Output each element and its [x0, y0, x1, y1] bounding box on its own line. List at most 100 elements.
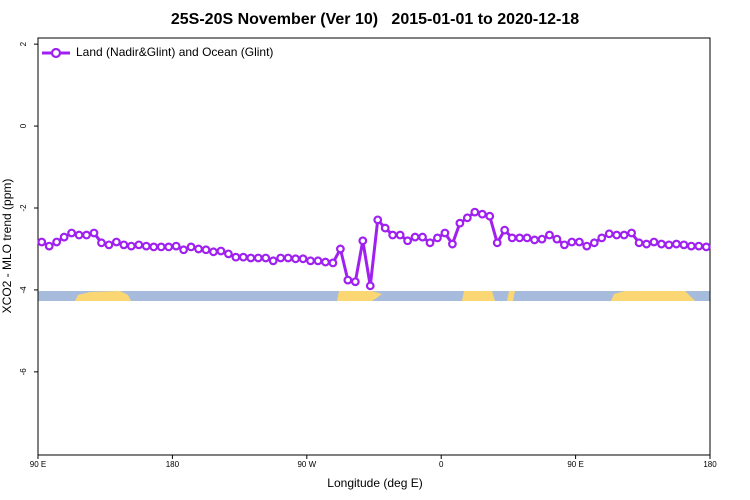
- point: [171, 241, 181, 251]
- x-tick-label: 0: [439, 460, 444, 469]
- point: [433, 233, 442, 243]
- point: [574, 237, 584, 247]
- point: [298, 254, 308, 264]
- point: [582, 241, 592, 251]
- point: [134, 240, 144, 250]
- y-tick-label: 0: [19, 123, 28, 128]
- point: [74, 230, 84, 240]
- point: [231, 252, 241, 262]
- point: [604, 229, 614, 239]
- x-tick-label: 180: [166, 460, 180, 469]
- point: [223, 249, 233, 259]
- point: [395, 230, 405, 240]
- point: [694, 241, 704, 251]
- point: [164, 242, 174, 252]
- point: [268, 256, 278, 266]
- point: [448, 239, 457, 249]
- series: [37, 207, 711, 291]
- point: [649, 237, 659, 247]
- point: [246, 253, 256, 263]
- point: [97, 238, 106, 248]
- point: [589, 238, 599, 248]
- point: [672, 239, 681, 249]
- land: [462, 291, 495, 301]
- x-axis-label: Longitude (deg E): [327, 476, 422, 490]
- point: [336, 244, 345, 254]
- y-tick-label: -6: [19, 368, 28, 376]
- point: [313, 256, 323, 266]
- point: [89, 228, 99, 238]
- point: [238, 252, 248, 262]
- point: [522, 233, 532, 243]
- point: [82, 230, 91, 240]
- point: [679, 240, 689, 250]
- point: [283, 253, 293, 263]
- point: [462, 213, 472, 223]
- point: [179, 245, 189, 255]
- point: [119, 240, 129, 250]
- line: [41, 210, 707, 287]
- x-tick-label: 90 E: [30, 460, 46, 469]
- point: [141, 241, 151, 251]
- point: [156, 242, 166, 252]
- point: [350, 277, 360, 287]
- point: [492, 238, 502, 248]
- point: [410, 232, 420, 242]
- point: [52, 237, 62, 247]
- land: [611, 291, 695, 301]
- point: [530, 235, 539, 245]
- point: [388, 230, 398, 240]
- point: [104, 240, 114, 250]
- land: [337, 291, 382, 301]
- point: [597, 233, 607, 243]
- land: [75, 291, 131, 301]
- point: [507, 233, 517, 243]
- point: [545, 230, 554, 240]
- point: [216, 246, 226, 256]
- point: [194, 244, 203, 254]
- point: [209, 247, 218, 257]
- point: [365, 281, 375, 291]
- point: [418, 232, 427, 242]
- point: [552, 234, 562, 244]
- y-axis-label: XCO2 - MLO trend (ppm): [0, 179, 14, 314]
- point: [37, 237, 47, 247]
- point: [343, 275, 353, 285]
- point: [276, 253, 286, 263]
- point: [477, 209, 487, 219]
- point: [149, 242, 159, 252]
- point: [44, 241, 54, 251]
- legend-label: Land (Nadir&Glint) and Ocean (Glint): [76, 45, 273, 59]
- point: [686, 241, 696, 251]
- point: [515, 233, 524, 243]
- x-tick-label: 180: [703, 460, 717, 469]
- point: [358, 236, 368, 246]
- y-tick-label: 2: [19, 41, 28, 46]
- point: [126, 241, 136, 251]
- point: [485, 211, 495, 221]
- point: [634, 238, 644, 248]
- point: [425, 238, 435, 248]
- point: [403, 236, 413, 246]
- point: [664, 240, 674, 250]
- point: [701, 242, 711, 252]
- chart-title: 25S-20S November (Ver 10) 2015-01-01 to …: [171, 11, 579, 28]
- point: [500, 225, 510, 235]
- point: [291, 254, 301, 264]
- point: [567, 237, 577, 247]
- point: [612, 230, 622, 240]
- point: [619, 230, 629, 240]
- point: [537, 234, 547, 244]
- y-tick-label: -4: [19, 286, 28, 294]
- point: [560, 240, 569, 250]
- point: [261, 253, 271, 263]
- point: [59, 232, 69, 242]
- x-tick-label: 90 E: [567, 460, 583, 469]
- point: [373, 215, 383, 225]
- point: [111, 237, 121, 247]
- point: [470, 207, 480, 217]
- point: [642, 239, 651, 249]
- point: [321, 257, 330, 267]
- point: [455, 218, 465, 228]
